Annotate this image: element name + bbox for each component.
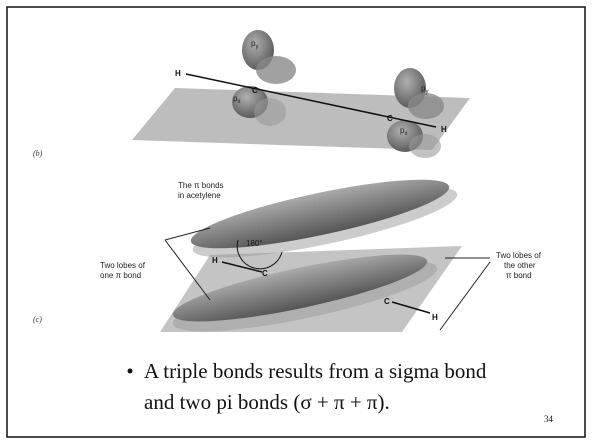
atom-label: C <box>387 114 393 123</box>
orbital-lobe <box>408 93 444 119</box>
bullet-line: and two pi bonds (σ + π + π). <box>144 390 390 414</box>
atom-label: C <box>252 86 258 95</box>
atom-label: C <box>262 269 268 278</box>
slide: py px py px H C C H (b) The π bondsin ac… <box>0 0 593 444</box>
bullet-dot <box>128 369 133 374</box>
page: py px py px H C C H (b) The π bondsin ac… <box>0 0 593 444</box>
atom-label: H <box>175 69 181 78</box>
orbital-lobe <box>254 98 286 126</box>
orbital-lobe <box>409 134 441 158</box>
bullet-line: A triple bonds results from a sigma bond <box>144 359 487 383</box>
orbital-lobe <box>256 56 296 84</box>
atom-label: H <box>441 125 447 134</box>
figure-label: (b) <box>33 149 43 158</box>
atom-label: H <box>212 256 218 265</box>
atom-label: H <box>432 313 438 322</box>
figure-label: (c) <box>33 315 42 324</box>
atom-label: C <box>384 297 390 306</box>
page-number: 34 <box>544 414 554 424</box>
angle-label: 180° <box>246 239 263 248</box>
